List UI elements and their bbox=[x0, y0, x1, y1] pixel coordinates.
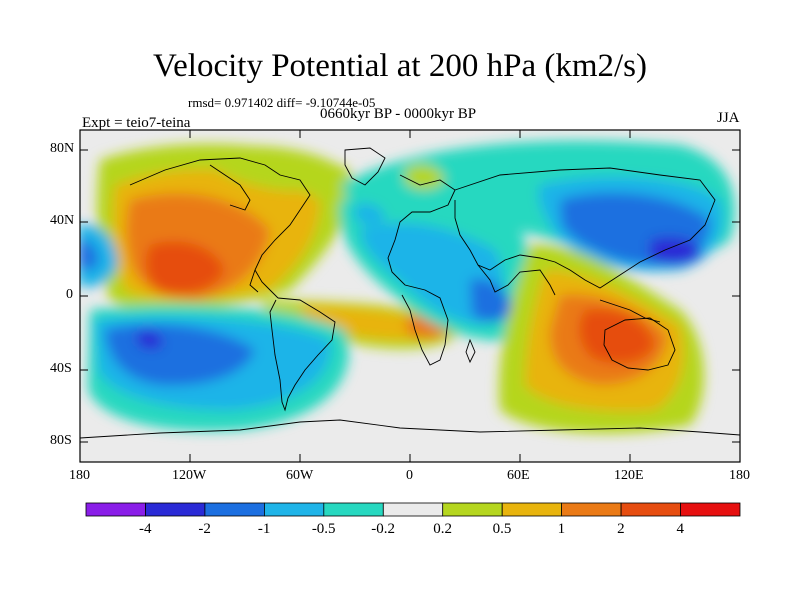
lon-tick-label: 120E bbox=[614, 468, 644, 483]
colorbar-label: 1 bbox=[557, 521, 566, 537]
season-label: JJA bbox=[717, 110, 740, 126]
colorbar-label: -1 bbox=[257, 521, 271, 537]
period-subtitle: 0660kyr BP - 0000kyr BP bbox=[320, 106, 477, 122]
colorbar bbox=[85, 502, 741, 517]
lon-tick-label: 0 bbox=[406, 468, 413, 483]
lat-tick-label: 80S bbox=[50, 433, 72, 448]
colorbar-label: 4 bbox=[676, 521, 685, 537]
colorbar-label: 0.2 bbox=[433, 521, 452, 537]
lon-tick-label: 120W bbox=[172, 468, 207, 483]
colorbar-label: -2 bbox=[198, 521, 211, 537]
chart-title: Velocity Potential at 200 hPa (km2/s) bbox=[152, 48, 648, 84]
lon-tick-label: 180 bbox=[729, 468, 750, 483]
lon-tick-label: 60E bbox=[507, 468, 530, 483]
lat-tick-label: 40S bbox=[50, 361, 72, 376]
colorbar-label: -0.5 bbox=[311, 521, 336, 537]
axis-ticks bbox=[79, 130, 741, 462]
colorbar-label: 0.5 bbox=[492, 521, 512, 537]
coastlines bbox=[80, 147, 740, 439]
colorbar-label: -4 bbox=[138, 521, 152, 537]
colorbar-swatch bbox=[204, 502, 265, 517]
colorbar-swatch bbox=[85, 502, 146, 517]
colorbar-label: 2 bbox=[617, 521, 625, 537]
colorbar-swatch bbox=[263, 502, 325, 517]
colorbar-swatch bbox=[382, 502, 444, 517]
colorbar-swatch bbox=[145, 502, 206, 517]
contour-field bbox=[80, 130, 740, 462]
colorbar-swatch bbox=[561, 502, 622, 517]
colorbar-swatch bbox=[620, 502, 681, 517]
lat-tick-label: 80N bbox=[50, 141, 75, 156]
lat-tick-label: 40N bbox=[50, 213, 75, 228]
colorbar-swatch bbox=[323, 502, 384, 517]
lon-tick-label: 60W bbox=[286, 468, 314, 483]
colorbar-swatch bbox=[501, 502, 563, 517]
colorbar-swatch bbox=[442, 502, 503, 517]
lat-tick-label: 0 bbox=[66, 287, 73, 302]
lon-tick-label: 180 bbox=[69, 468, 90, 483]
colorbar-label: -0.2 bbox=[371, 521, 396, 537]
experiment-label: Expt = teio7-teina bbox=[82, 115, 191, 131]
colorbar-swatch bbox=[680, 502, 741, 517]
stats-text: rmsd= 0.971402 diff= -9.10744e-05 bbox=[188, 95, 376, 110]
